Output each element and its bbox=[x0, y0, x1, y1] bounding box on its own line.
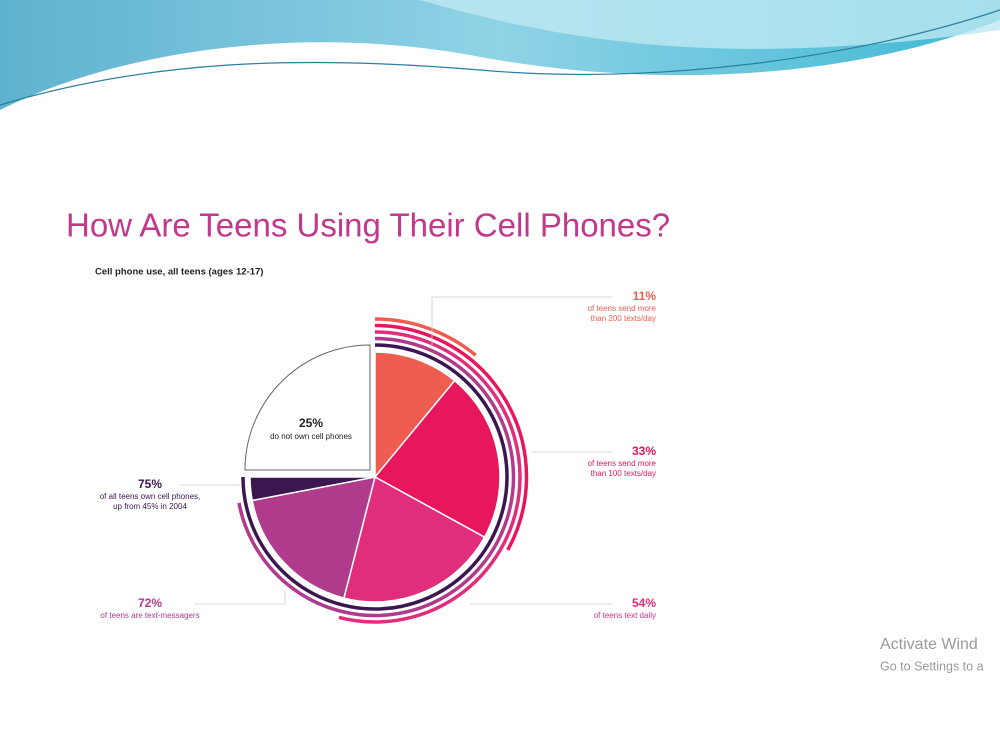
pie-slice bbox=[373, 379, 501, 539]
pie-slice bbox=[251, 476, 377, 599]
ring-arc bbox=[374, 323, 529, 551]
watermark-title: Activate Wind bbox=[880, 636, 978, 653]
category-label: than 100 texts/day bbox=[591, 469, 656, 478]
watermark-subtitle: Go to Settings to a bbox=[880, 659, 984, 673]
header-wave-light bbox=[420, 0, 1000, 49]
value-label: 54% bbox=[632, 596, 656, 610]
category-label: up from 45% in 2004 bbox=[113, 502, 187, 511]
ring-arc bbox=[338, 330, 522, 624]
value-label: 11% bbox=[633, 289, 657, 303]
category-label: of teens are text-messagers bbox=[100, 611, 199, 620]
chart-title: How Are Teens Using Their Cell Phones? bbox=[66, 207, 670, 244]
header-wave-line bbox=[0, 9, 1000, 106]
category-label: of teens text daily bbox=[594, 611, 656, 620]
category-label: than 200 texts/day bbox=[591, 314, 656, 323]
leader-line bbox=[431, 296, 612, 345]
value-label: 72% bbox=[138, 596, 162, 610]
other-label: do not own cell phones bbox=[270, 432, 352, 441]
category-label: of all teens own cell phones, bbox=[100, 492, 201, 501]
pie-slice bbox=[374, 351, 456, 480]
pie-slice bbox=[343, 475, 486, 603]
category-label: of teens send more bbox=[588, 459, 657, 468]
value-label: 33% bbox=[632, 444, 656, 458]
chart-subtitle: Cell phone use, all teens (ages 12-17) bbox=[95, 267, 263, 278]
category-label: of teens send more bbox=[588, 304, 657, 313]
pie-slice bbox=[249, 476, 376, 502]
other-value-label: 25% bbox=[299, 416, 323, 430]
ring-arc bbox=[241, 343, 509, 611]
leader-line bbox=[195, 590, 286, 605]
value-label: 75% bbox=[138, 477, 162, 491]
pie-slice-other bbox=[244, 344, 371, 471]
ring-arc bbox=[374, 317, 477, 357]
ring-arc bbox=[237, 336, 516, 618]
